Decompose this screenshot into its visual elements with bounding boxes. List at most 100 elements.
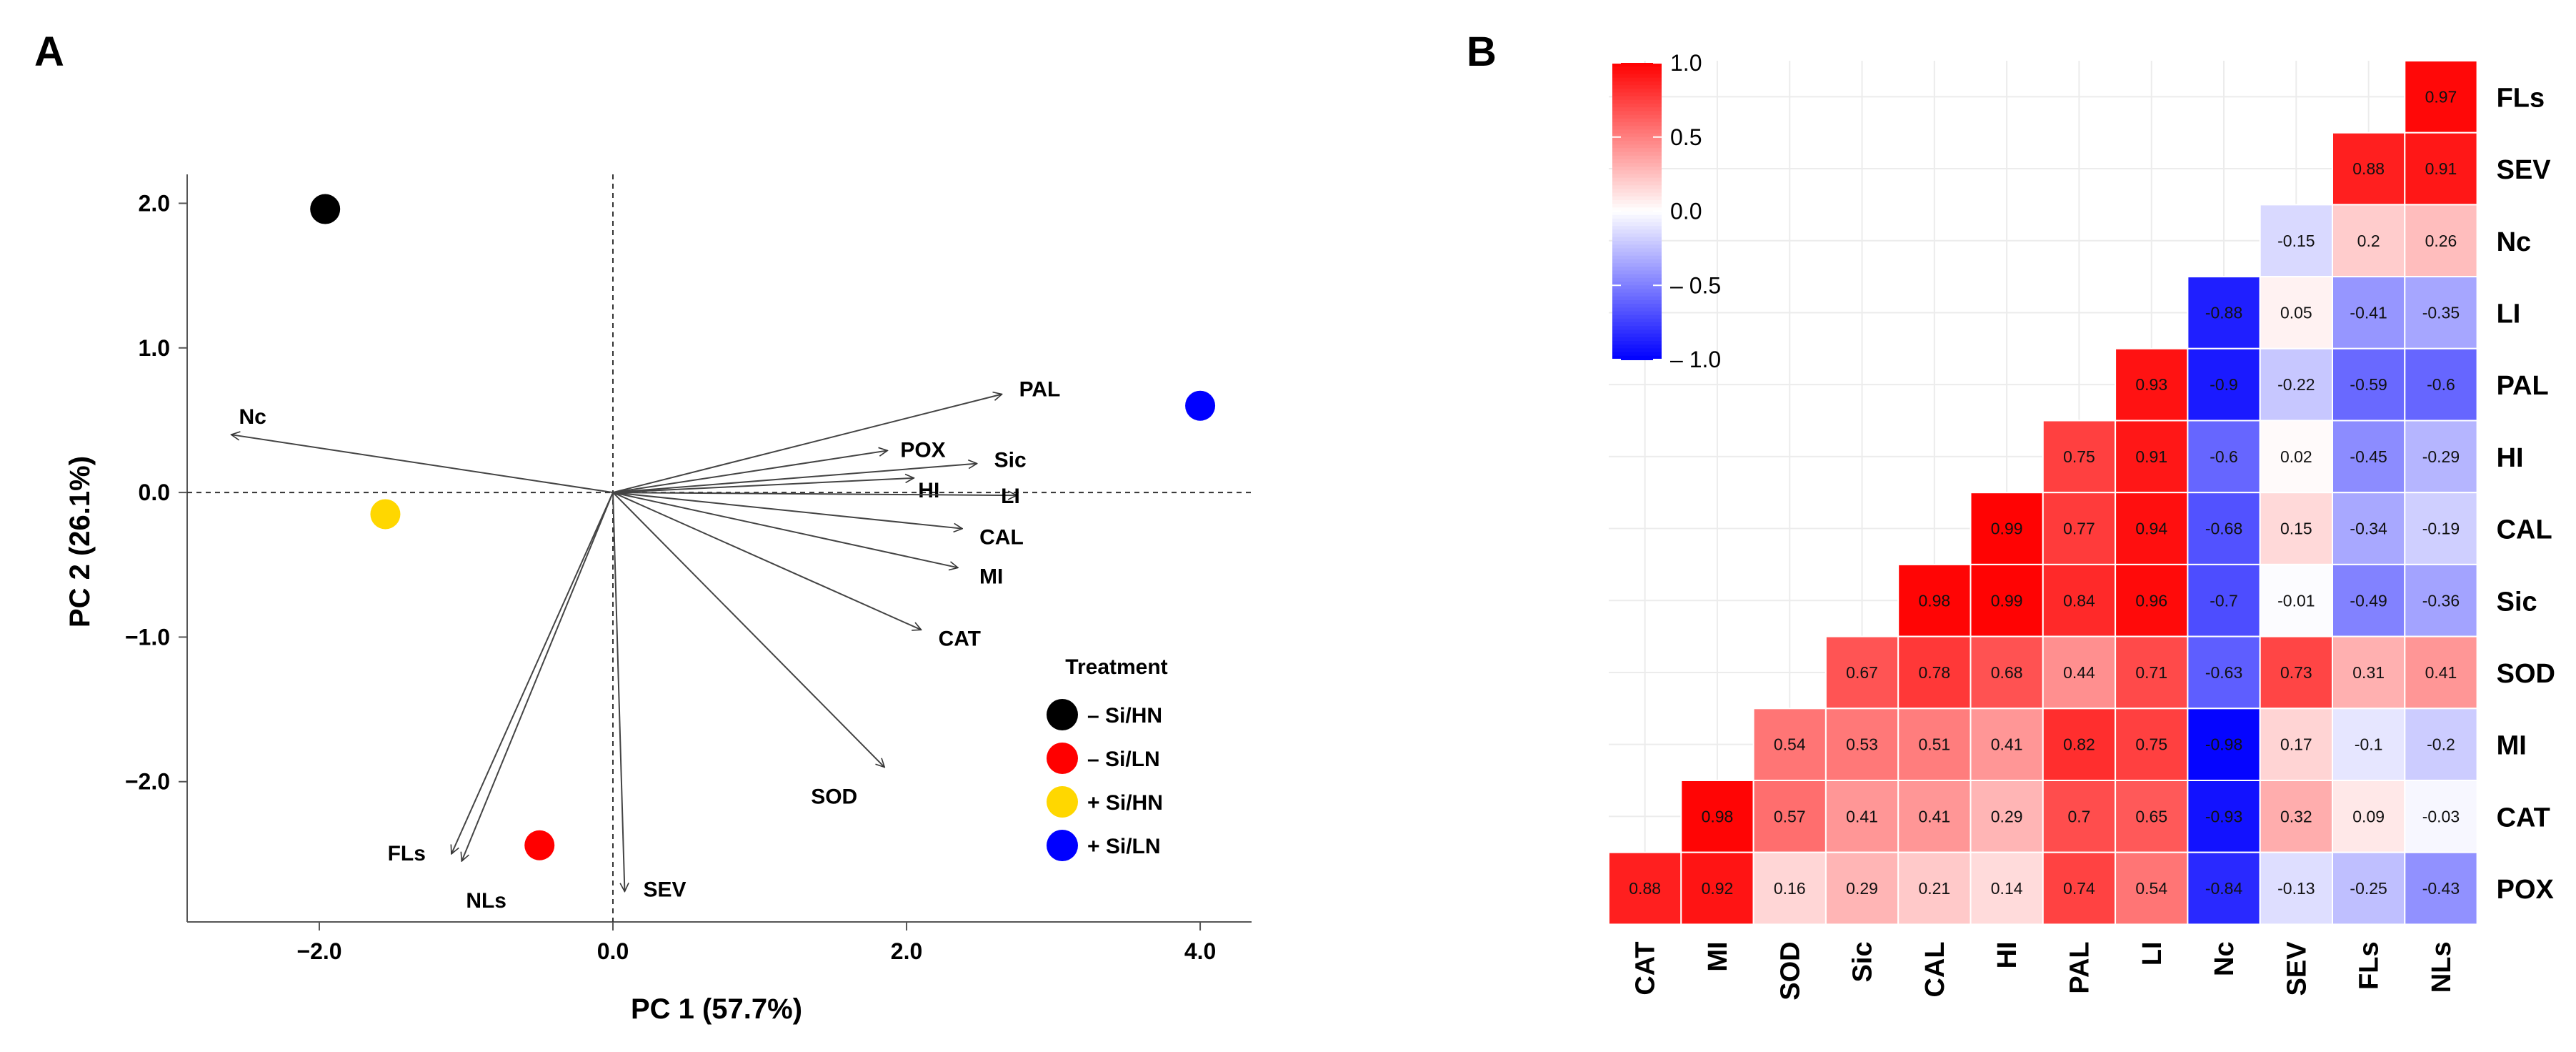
heatmap-cell-value: -0.19 [2422, 520, 2460, 538]
panel-b-letter: B [1467, 29, 1497, 75]
heatmap-cell-sev-fls [2332, 132, 2406, 206]
heatmap-y-label: Sic [2497, 587, 2537, 617]
colorbar-segment [1612, 144, 1662, 149]
heatmap-y-label: SEV [2497, 155, 2552, 185]
heatmap-cell-value: 0.41 [1918, 807, 1950, 825]
heatmap-cell-mi-sev [2259, 708, 2333, 781]
pca-loading-arrow-nls [461, 492, 614, 861]
heatmap-cell-value: 0.75 [2063, 447, 2095, 466]
heatmap-cell-hi-fls [2332, 420, 2406, 494]
colorbar-segment [1612, 270, 1662, 275]
heatmap-cell-pox-sev [2259, 851, 2333, 926]
heatmap-cell-value: 0.78 [1918, 663, 1950, 682]
colorbar-segment [1612, 185, 1662, 190]
heatmap-cell-fls-nls [2404, 60, 2478, 134]
colorbar-segment [1612, 140, 1662, 146]
colorbar-segment [1612, 355, 1662, 360]
pca-loading-arrows: Nc PAL POX Sic HI LI CAL MI CAT SOD FLs NLs SEV [231, 378, 1060, 913]
heatmap-cell-value: 0.77 [2063, 520, 2095, 538]
colorbar-segment [1612, 66, 1662, 71]
heatmap-cell-sic-nc [2187, 563, 2261, 637]
heatmap-cell-value: -0.15 [2277, 232, 2315, 250]
heatmap-x-label: FLs [2355, 941, 2385, 990]
colorbar-segment [1612, 204, 1662, 209]
pca-loading-arrow-sod [612, 492, 884, 767]
heatmap-cell-cal-li [2115, 492, 2189, 565]
colorbar-tick-label: 1.0 [1670, 50, 1702, 76]
heatmap-cell-value: -0.59 [2350, 375, 2387, 394]
pca-legend-label-3: + Si/LN [1087, 835, 1161, 858]
colorbar-segment [1612, 211, 1662, 216]
heatmap-cell-value: 0.99 [1991, 520, 2023, 538]
heatmap-cell-value: 0.57 [1774, 807, 1806, 825]
colorbar-segment [1612, 167, 1662, 172]
colorbar-segment [1612, 129, 1662, 134]
heatmap-cell-sic-sev [2259, 563, 2333, 637]
heatmap-cell-value: 0.99 [1991, 591, 2023, 610]
heatmap-y-label: Nc [2497, 227, 2532, 257]
pca-loading-arrow-mi [612, 492, 958, 567]
heatmap-cell-cat-nc [2187, 780, 2261, 853]
colorbar-segment [1612, 226, 1662, 231]
heatmap-cell-value: 0.73 [2280, 663, 2312, 682]
pca-y-tick-label: −1.0 [125, 624, 170, 650]
pca-axes: −2.0 0.0 2.0 4.0 2.0 1.0 0.0 −1.0 −2.0 [125, 174, 1252, 964]
pca-y-tick-label: 0.0 [139, 480, 170, 505]
heatmap-y-label: HI [2497, 443, 2524, 473]
pca-y-tick-label: 2.0 [139, 190, 170, 216]
colorbar-tick-label: 0.5 [1670, 124, 1702, 150]
heatmap-x-label: SEV [2282, 941, 2312, 996]
heatmap-x-label: Nc [2210, 941, 2240, 976]
pca-loading-arrow-li [612, 492, 1017, 495]
panel-a-letter: A [34, 29, 64, 75]
colorbar-segment [1612, 122, 1662, 127]
heatmap-cell-mi-hi [1970, 708, 2044, 781]
heatmap-y-label: PAL [2497, 371, 2549, 401]
pca-y-tick-label: 1.0 [139, 335, 170, 361]
colorbar-segment [1612, 248, 1662, 253]
colorbar-segment [1612, 163, 1662, 168]
heatmap-cell-pox-sic [1824, 851, 1899, 926]
colorbar-segment [1612, 307, 1662, 312]
heatmap-cell-value: -0.36 [2422, 591, 2460, 610]
colorbar-segment [1612, 174, 1662, 179]
heatmap-cell-value: 0.2 [2357, 232, 2380, 250]
colorbar-segment [1612, 229, 1662, 234]
pca-loading-label-hi: HI [918, 479, 939, 502]
heatmap-cell-value: -0.84 [2205, 879, 2243, 898]
heatmap-cell-sic-cal [1897, 563, 1972, 637]
heatmap-cell-value: -0.22 [2277, 375, 2315, 394]
pca-point-3 [1185, 390, 1216, 421]
colorbar-segment [1612, 218, 1662, 224]
heatmap-cell-pal-fls [2332, 347, 2406, 422]
colorbar-segment [1612, 333, 1662, 338]
correlation-heatmap: 0.97 0.88 0.91 -0.15 0.2 0.26 -0.88 0.05 -0.41 -0… [1608, 50, 2555, 1001]
colorbar-segment [1612, 137, 1662, 142]
pca-loading-arrow-fls [451, 492, 614, 854]
heatmap-cell-value: -0.93 [2205, 807, 2242, 825]
colorbar-segment [1612, 133, 1662, 138]
heatmap-cell-li-nc [2187, 276, 2261, 349]
heatmap-cell-value: 0.93 [2135, 375, 2167, 394]
colorbar-segment [1612, 104, 1662, 109]
colorbar-segment [1612, 341, 1662, 346]
pca-loading-arrow-sic [612, 464, 977, 494]
pca-x-tick-label: 0.0 [597, 938, 629, 964]
heatmap-cell-li-nls [2404, 276, 2478, 349]
pca-point-0 [310, 194, 341, 224]
heatmap-cell-value: 0.21 [1918, 879, 1950, 898]
colorbar-segment [1612, 233, 1662, 238]
heatmap-cells: 0.97 0.88 0.91 -0.15 0.2 0.26 -0.88 0.05 -0.41 -0… [1608, 60, 2478, 926]
heatmap-cell-value: 0.98 [1918, 591, 1950, 610]
colorbar-segment [1612, 255, 1662, 260]
heatmap-cell-value: 0.94 [2135, 520, 2167, 538]
heatmap-cell-pox-cal [1897, 851, 1972, 926]
heatmap-cell-mi-sic [1824, 708, 1899, 781]
heatmap-cell-sod-nls [2404, 635, 2478, 710]
colorbar-segment [1612, 189, 1662, 194]
heatmap-cell-sic-nls [2404, 563, 2478, 637]
pca-loading-label-pox: POX [900, 438, 945, 462]
heatmap-cell-value: 0.97 [2425, 87, 2457, 106]
heatmap-cell-cat-sev [2259, 780, 2333, 853]
heatmap-cell-sod-pal [2042, 635, 2117, 710]
